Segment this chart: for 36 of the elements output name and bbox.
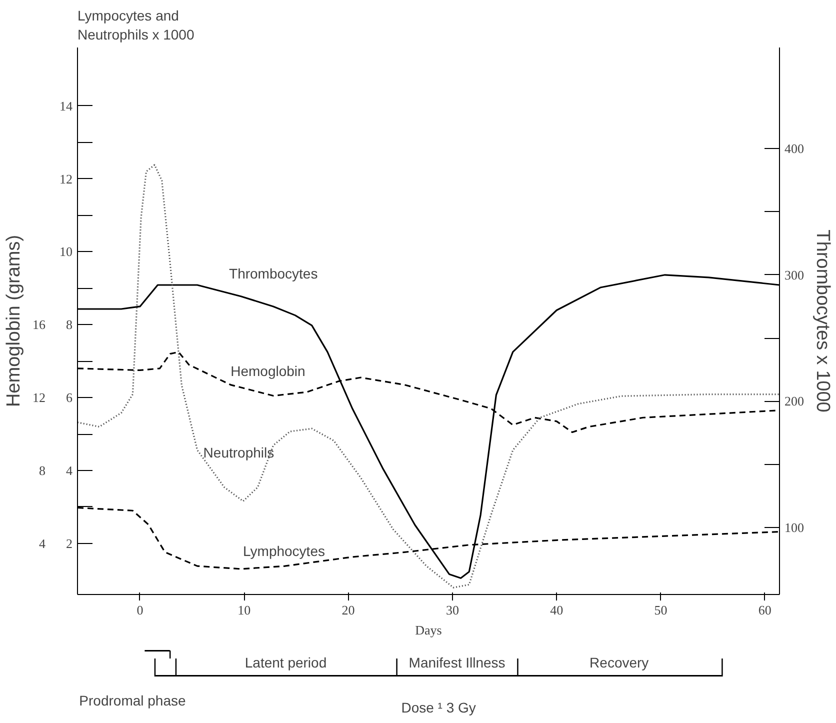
x-tick-label: 0 — [136, 602, 144, 618]
text: Recovery — [590, 654, 649, 670]
y3-axis-title: Thrombocytes x 1000 — [812, 230, 833, 412]
y-axis-title: Lympocytes and Neutrophils x 1000 — [78, 7, 194, 42]
line-series — [78, 164, 780, 588]
y3-tick-label: 400 — [784, 141, 804, 156]
y2-tick-label: 8 — [39, 463, 46, 478]
text: Manifest Illness — [408, 654, 506, 670]
series-label: Thrombocytes — [229, 265, 318, 282]
y3-tick-label: 200 — [784, 394, 804, 409]
y-tick-label: 8 — [66, 317, 72, 332]
series-label: Lymphocytes — [243, 542, 325, 559]
x-tick-label: 50 — [654, 602, 668, 618]
y-tick-label: 2 — [66, 536, 72, 551]
y2-tick-label: 4 — [39, 536, 46, 551]
y-tick-label: 14 — [60, 98, 73, 114]
y-tick-label: 10 — [60, 244, 72, 260]
y3-tick-label: 100 — [784, 520, 804, 536]
y-tick-label: 4 — [66, 463, 73, 478]
x-tick-label: 20 — [342, 602, 355, 618]
x-axis-title: Days — [415, 622, 442, 638]
x-tick-label: 30 — [446, 602, 459, 618]
y2-axis-title: Hemoglobin (grams) — [4, 234, 24, 408]
x-tick-label: 60 — [758, 602, 772, 618]
series-label: Neutrophils — [203, 444, 274, 460]
text: Dose ¹ 3 Gy — [401, 700, 476, 716]
series-label: Hemoglobin — [230, 362, 306, 379]
y-tick-label: 12 — [60, 171, 72, 186]
y-tick-label: 6 — [66, 390, 73, 406]
x-tick-label: 40 — [550, 602, 564, 618]
y3-tick-label: 300 — [784, 267, 804, 282]
text: Prodromal phase — [79, 692, 186, 708]
y2-tick-label: 12 — [32, 390, 46, 406]
text: Latent period — [244, 654, 327, 670]
y2-tick-label: 16 — [32, 317, 46, 332]
x-tick-label: 10 — [238, 602, 251, 618]
